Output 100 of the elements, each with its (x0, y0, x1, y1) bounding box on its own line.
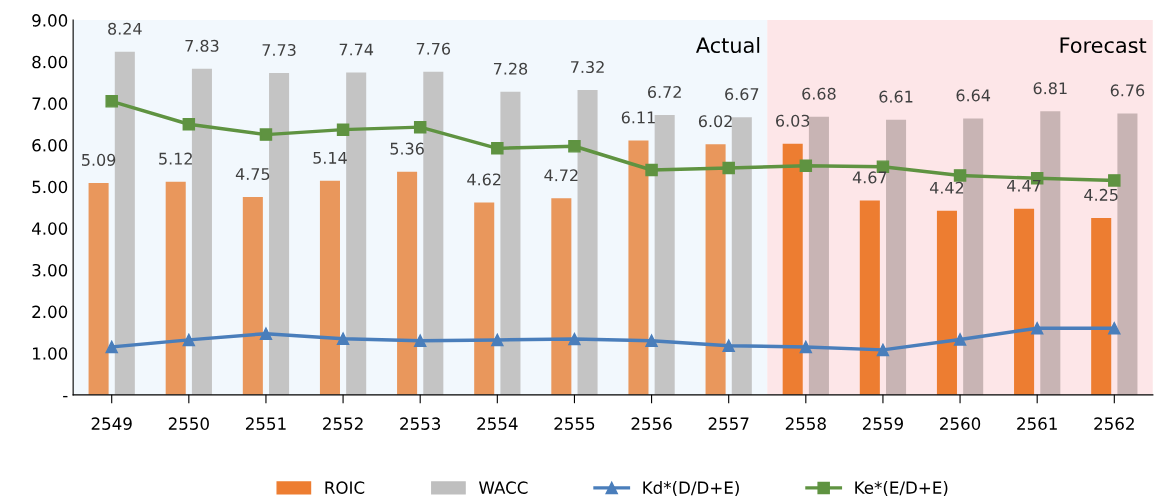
data-label: 4.72 (544, 169, 578, 182)
bar (1117, 113, 1138, 395)
x-tick-label: 2561 (1017, 417, 1057, 430)
data-label: 6.02 (698, 115, 732, 128)
x-tick-label: 2560 (940, 417, 981, 430)
x-tick-label: 2562 (1094, 417, 1134, 430)
x-tick-label: 2555 (554, 417, 595, 430)
point (799, 340, 813, 354)
bar (577, 90, 598, 395)
point (182, 117, 196, 131)
data-label: 4.47 (1007, 179, 1041, 192)
point (491, 333, 504, 347)
data-label: 5.09 (82, 153, 116, 166)
data-label: 4.67 (852, 171, 887, 184)
point (105, 340, 118, 354)
data-label: 7.32 (571, 61, 604, 74)
x-tick-label: 2551 (245, 417, 286, 430)
data-label: 4.62 (467, 173, 501, 186)
bar (859, 200, 880, 395)
x-tick-label: 2553 (400, 417, 441, 430)
bar (1014, 208, 1035, 395)
y-tick-label: 5.00 (32, 180, 68, 194)
bar (628, 140, 649, 395)
legend-label: Ke*(E/D+E) (855, 481, 948, 496)
bar (88, 182, 109, 395)
point (799, 159, 813, 173)
y-tick-label: 4.00 (31, 222, 68, 235)
bar (500, 91, 521, 395)
point (182, 333, 196, 347)
legend-label: Kd*(D/D+E) (643, 481, 739, 496)
bar (551, 198, 572, 395)
point (1108, 174, 1121, 187)
bar (319, 180, 340, 395)
band-label: Actual (695, 36, 760, 54)
band-label: Forecast (1060, 37, 1147, 54)
y-tick-label: 7.00 (32, 97, 68, 110)
bar (782, 143, 803, 395)
point (105, 95, 118, 108)
bar (1091, 217, 1112, 395)
data-label: 4.75 (235, 168, 270, 181)
data-label: 7.83 (185, 39, 219, 52)
point (336, 123, 350, 136)
point (722, 161, 735, 175)
point (1030, 321, 1044, 335)
y-tick-label: 6.00 (32, 138, 68, 152)
bar (1040, 111, 1061, 395)
point (953, 169, 967, 182)
point (645, 334, 658, 347)
data-label: 6.68 (802, 87, 836, 100)
x-tick-label: 2552 (323, 417, 363, 430)
bar (963, 118, 984, 395)
data-label: 8.24 (108, 22, 142, 35)
bar (654, 115, 675, 395)
y-tick-label: - (63, 395, 68, 398)
bar (705, 144, 726, 395)
bar (731, 117, 752, 395)
data-label: 4.42 (929, 181, 964, 194)
point (1108, 321, 1121, 335)
data-label: 7.28 (493, 62, 528, 75)
point (722, 339, 735, 352)
data-label: 5.36 (390, 142, 424, 155)
data-label: 6.67 (725, 88, 759, 101)
data-label: 7.73 (262, 43, 296, 57)
data-label: 6.03 (776, 114, 810, 127)
bar (165, 181, 186, 395)
point (953, 333, 967, 346)
data-label: 7.74 (339, 43, 374, 56)
bar (808, 116, 829, 395)
x-tick-label: 2559 (862, 417, 903, 430)
data-label: 7.76 (416, 42, 451, 55)
point (259, 128, 273, 141)
point (645, 163, 658, 177)
x-tick-label: 2557 (708, 417, 749, 430)
data-label: 5.12 (159, 152, 192, 165)
data-label: 6.11 (621, 111, 655, 124)
data-label: 6.72 (648, 85, 681, 99)
point (413, 334, 427, 347)
point (491, 142, 504, 155)
bar (346, 72, 367, 395)
bar (474, 202, 495, 395)
bar (423, 71, 444, 395)
point (336, 332, 350, 345)
bar (397, 171, 418, 395)
bar (936, 210, 957, 395)
bar (269, 73, 290, 395)
data-label: 6.64 (956, 89, 991, 102)
y-tick-label: 1.00 (33, 347, 68, 360)
data-label: 6.61 (879, 90, 913, 103)
y-tick-label: 9.00 (32, 14, 68, 27)
data-label: 5.14 (313, 151, 347, 164)
point (876, 343, 890, 357)
point (259, 327, 273, 340)
y-tick-label: 8.00 (32, 55, 68, 69)
bar (114, 51, 135, 395)
bar (191, 68, 212, 395)
x-tick-label: 2550 (168, 417, 209, 430)
bar (886, 119, 907, 395)
data-label: 6.76 (1110, 84, 1145, 97)
legend-label: ROIC (325, 481, 365, 494)
data-label: 4.25 (1084, 188, 1118, 201)
